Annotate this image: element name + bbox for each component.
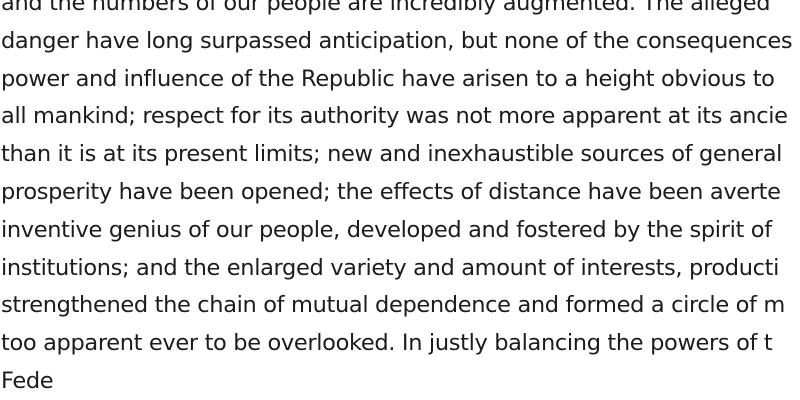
text-line: institutions; and the enlarged variety a…: [1, 254, 780, 281]
text-line: too apparent ever to be overlooked. In j…: [1, 330, 773, 357]
text-line: Fede: [1, 367, 54, 394]
text-line: than it is at its present limits; new an…: [1, 141, 783, 168]
text-line: inventive genius of our people, develope…: [1, 216, 772, 243]
text-line: prosperity have been opened; the effects…: [1, 178, 781, 205]
text-line: strengthened the chain of mutual depende…: [1, 292, 785, 319]
text-line: power and influence of the Republic have…: [1, 65, 775, 92]
text-line: all mankind; respect for its authority w…: [1, 103, 788, 130]
text-line: danger have long surpassed anticipation,…: [1, 27, 793, 54]
text-line: and the numbers of our people are incred…: [1, 0, 771, 16]
